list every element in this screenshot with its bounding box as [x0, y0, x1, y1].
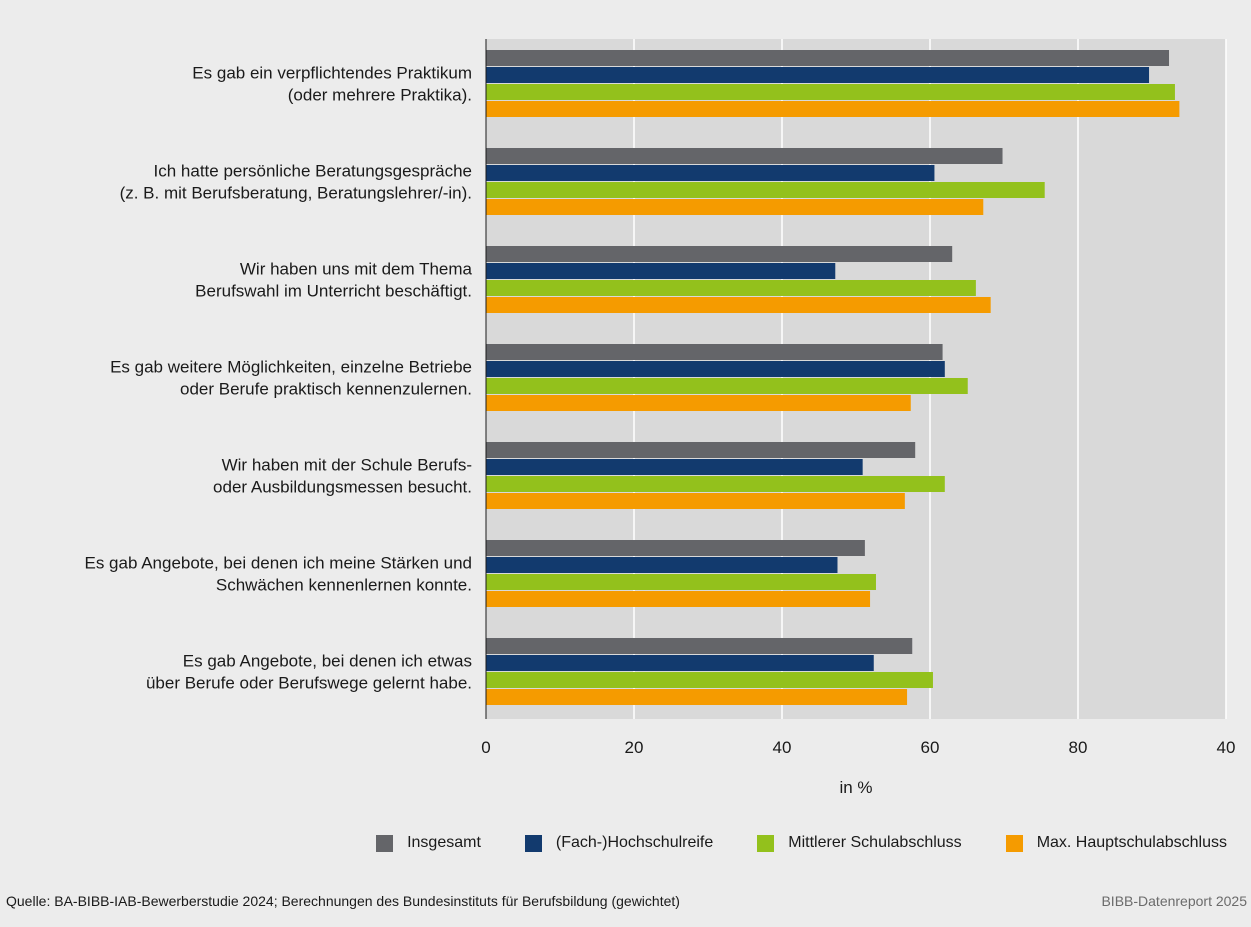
- legend-label-insgesamt: Insgesamt: [407, 834, 481, 851]
- bar-max-hauptschulabschluss: [486, 199, 984, 215]
- x-tick-label: 60: [921, 738, 940, 757]
- category-label-line: über Berufe oder Berufswege gelernt habe…: [146, 674, 472, 693]
- x-axis-title: in %: [839, 778, 872, 797]
- category-label-line: Wir haben mit der Schule Berufs-: [222, 456, 472, 475]
- bar-insgesamt: [486, 246, 953, 262]
- category-label-line: Es gab Angebote, bei denen ich etwas: [183, 652, 472, 671]
- bar-fach-hochschulreife: [486, 165, 935, 181]
- category-label-line: Es gab Angebote, bei denen ich meine Stä…: [84, 554, 472, 573]
- source-note: Quelle: BA-BIBB-IAB-Bewerberstudie 2024;…: [6, 893, 680, 909]
- bar-mittlerer-schulabschluss: [486, 672, 933, 688]
- category-label-line: Es gab weitere Möglichkeiten, einzelne B…: [110, 358, 472, 377]
- category-label: Es gab weitere Möglichkeiten, einzelne B…: [110, 358, 472, 399]
- report-label: BIBB-Datenreport 2025: [1101, 893, 1247, 909]
- bar-mittlerer-schulabschluss: [486, 476, 945, 492]
- category-label-line: (z. B. mit Berufsberatung, Beratungslehr…: [120, 184, 472, 203]
- x-tick-label: 20: [625, 738, 644, 757]
- legend-swatch-hochschulreife: [524, 834, 542, 852]
- legend-label-hauptschulabschluss: Max. Hauptschulabschluss: [1036, 834, 1227, 851]
- bar-fach-hochschulreife: [486, 459, 863, 475]
- bar-fach-hochschulreife: [486, 263, 836, 279]
- category-label-line: oder Berufe praktisch kennenzulernen.: [180, 380, 472, 399]
- category-label-line: Wir haben uns mit dem Thema: [240, 260, 473, 279]
- category-label: Es gab Angebote, bei denen ich meine Stä…: [84, 554, 472, 595]
- bar-max-hauptschulabschluss: [486, 591, 871, 607]
- category-label: Ich hatte persönliche Beratungsgespräche…: [120, 162, 472, 203]
- bar-max-hauptschulabschluss: [486, 689, 908, 705]
- category-label-line: oder Ausbildungsmessen besucht.: [213, 478, 472, 497]
- x-tick-label: 0: [481, 738, 490, 757]
- x-tick-label: 40: [773, 738, 792, 757]
- legend-swatch-mittlerer-schulabschluss: [757, 834, 775, 852]
- bar-max-hauptschulabschluss: [486, 297, 991, 313]
- category-label: Es gab Angebote, bei denen ich etwas über…: [146, 652, 472, 693]
- legend-swatch-hauptschulabschluss: [1005, 834, 1023, 852]
- legend-item-insgesamt: Insgesamt: [376, 834, 481, 852]
- category-label: Es gab ein verpflichtendes Praktikum (ode…: [192, 64, 472, 105]
- x-tick-label: 40: [1217, 738, 1236, 757]
- bar-insgesamt: [486, 638, 913, 654]
- bar-fach-hochschulreife: [486, 67, 1150, 83]
- bar-mittlerer-schulabschluss: [486, 84, 1175, 100]
- category-label-line: Berufswahl im Unterricht beschäftigt.: [195, 282, 472, 301]
- bar-mittlerer-schulabschluss: [486, 574, 876, 590]
- category-label-line: Es gab ein verpflichtendes Praktikum: [192, 64, 472, 83]
- bar-fach-hochschulreife: [486, 361, 945, 377]
- bar-insgesamt: [486, 540, 865, 556]
- category-label: Wir haben uns mit dem Thema Berufswahl im…: [195, 260, 472, 301]
- bar-insgesamt: [486, 148, 1003, 164]
- x-tick-label: 80: [1069, 738, 1088, 757]
- bar-max-hauptschulabschluss: [486, 493, 905, 509]
- category-label-line: Schwächen kennenlernen konnte.: [216, 576, 472, 595]
- legend-label-hochschulreife: (Fach-)Hochschulreife: [555, 834, 714, 851]
- category-label-line: Ich hatte persönliche Beratungsgespräche: [154, 162, 472, 181]
- bar-fach-hochschulreife: [486, 557, 838, 573]
- bar-insgesamt: [486, 442, 916, 458]
- legend-item-hauptschulabschluss: Max. Hauptschulabschluss: [1005, 834, 1227, 852]
- legend: Insgesamt (Fach-)Hochschulreife Mittlere…: [376, 834, 1227, 852]
- legend-item-hochschulreife: (Fach-)Hochschulreife: [524, 834, 714, 852]
- bar-fach-hochschulreife: [486, 655, 874, 671]
- category-label: Wir haben mit der Schule Berufs-oder Aus…: [213, 456, 472, 497]
- bar-max-hauptschulabschluss: [486, 395, 911, 411]
- bar-insgesamt: [486, 344, 943, 360]
- bar-mittlerer-schulabschluss: [486, 182, 1045, 198]
- category-label-line: (oder mehrere Praktika).: [288, 86, 472, 105]
- legend-label-mittlerer-schulabschluss: Mittlerer Schulabschluss: [788, 834, 962, 851]
- legend-item-mittlerer-schulabschluss: Mittlerer Schulabschluss: [757, 834, 962, 852]
- bar-insgesamt: [486, 50, 1170, 66]
- legend-swatch-insgesamt: [376, 834, 394, 852]
- bar-max-hauptschulabschluss: [486, 101, 1180, 117]
- bar-mittlerer-schulabschluss: [486, 378, 968, 394]
- bar-mittlerer-schulabschluss: [486, 280, 976, 296]
